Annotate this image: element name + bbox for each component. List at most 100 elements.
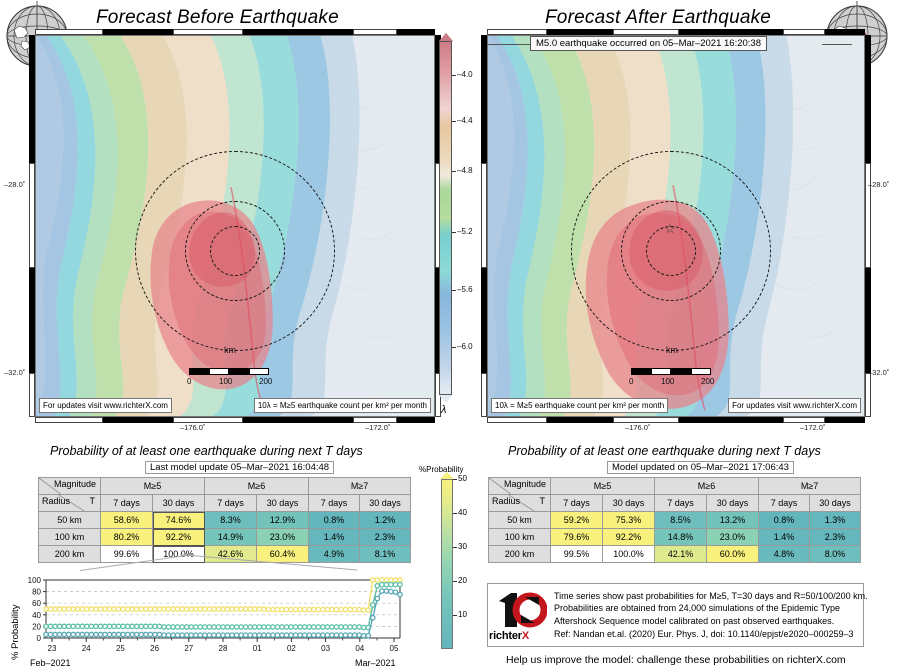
magnitude-m7-left: M≥7 bbox=[308, 477, 412, 495]
right-panel-title: Forecast After Earthquake bbox=[545, 7, 772, 28]
lambda-label-6-0: –6.0 bbox=[457, 342, 473, 351]
svg-text:23: 23 bbox=[48, 644, 57, 653]
lat-label-32-left: –32.0˚ bbox=[4, 368, 26, 377]
table-row[interactable]: 200 km 99.5% 100.0% 42.1% 60.0% 4.8% 8.0… bbox=[488, 545, 862, 563]
cell-left-2-1[interactable]: 100.0% bbox=[151, 545, 206, 563]
event-callout-line-right bbox=[822, 44, 852, 45]
cell-right-2-4[interactable]: 4.8% bbox=[758, 545, 811, 563]
cell-left-0-2[interactable]: 8.3% bbox=[204, 511, 258, 529]
cell-left-2-5[interactable]: 8.1% bbox=[359, 545, 412, 563]
svg-text:60: 60 bbox=[32, 599, 41, 608]
table-header-period-row-right: Radius T 7 days 30 days 7 days 30 days 7… bbox=[488, 494, 862, 512]
prob-colorbar-title: %Probability bbox=[419, 465, 464, 474]
timeseries-chart[interactable]: % Probability 0 20 40 60 80 100 23 24 25 26 27 28 01… bbox=[0, 570, 420, 672]
cell-left-0-3[interactable]: 12.9% bbox=[256, 511, 310, 529]
map-right-ticks-right bbox=[865, 35, 871, 417]
magnitude-m5-right: M≥5 bbox=[549, 477, 656, 495]
cell-right-2-5[interactable]: 8.0% bbox=[809, 545, 862, 563]
period-m5-7d-right: 7 days bbox=[550, 494, 603, 512]
cell-left-0-1[interactable]: 74.6% bbox=[151, 511, 206, 529]
lon-label-172-left: –172.0˚ bbox=[365, 423, 391, 432]
cell-left-1-3[interactable]: 23.0% bbox=[256, 528, 310, 546]
lambda-colorbar-arrow-bottom bbox=[439, 395, 453, 403]
cell-right-0-2[interactable]: 8.5% bbox=[654, 511, 708, 529]
cell-left-1-4[interactable]: 1.4% bbox=[308, 528, 361, 546]
prob-subtitle-right: Model updated on 05–Mar–2021 17:06:43 bbox=[607, 461, 794, 474]
cell-right-2-1[interactable]: 100.0% bbox=[601, 545, 656, 563]
corner-magnitude-left: Magnitude bbox=[38, 477, 101, 495]
cell-right-1-4[interactable]: 1.4% bbox=[758, 528, 811, 546]
svg-text:05: 05 bbox=[390, 644, 399, 653]
cell-left-1-5[interactable]: 2.3% bbox=[359, 528, 412, 546]
scale-unit-label-left: km bbox=[224, 345, 236, 355]
map-lambda-note-left: 10λ = M≥5 earthquake count per km² per m… bbox=[253, 398, 431, 413]
lambda-tick-4 bbox=[452, 232, 456, 233]
period-m7-7d-right: 7 days bbox=[758, 494, 811, 512]
radius-circle-200km-left bbox=[135, 151, 335, 351]
cell-left-2-4[interactable]: 4.9% bbox=[308, 545, 361, 563]
cell-right-1-5[interactable]: 2.3% bbox=[809, 528, 862, 546]
cell-left-0-4[interactable]: 0.8% bbox=[308, 511, 361, 529]
table-row[interactable]: 100 km 80.2% 92.2% 14.9% 23.0% 1.4% 2.3% bbox=[38, 528, 412, 546]
radius-circle-50km-left bbox=[210, 226, 260, 276]
lambda-colorbar-arrow-top bbox=[439, 33, 453, 41]
corner-radius-t-left: Radius T bbox=[38, 494, 101, 512]
prob-cb-label-10: 10 bbox=[458, 610, 467, 619]
radius-200km-right: 200 km bbox=[488, 545, 551, 563]
table-row[interactable]: 50 km 59.2% 75.3% 8.5% 13.2% 0.8% 1.3% bbox=[488, 511, 862, 529]
probability-table-before[interactable]: Magnitude M≥5 M≥6 M≥7 Radius T 7 days 30… bbox=[38, 477, 412, 563]
epicenter-star-icon: ☆ bbox=[664, 221, 676, 236]
cell-left-0-5[interactable]: 1.2% bbox=[359, 511, 412, 529]
svg-text:0: 0 bbox=[37, 634, 42, 643]
lambda-label-4-8: –4.8 bbox=[457, 166, 473, 175]
map-top-ticks-right bbox=[487, 29, 865, 35]
lon-label-172-right: –172.0˚ bbox=[800, 423, 826, 432]
scale-tick-100-right: 100 bbox=[661, 377, 675, 386]
lambda-label-4-4: –4.4 bbox=[457, 116, 473, 125]
cell-right-0-4[interactable]: 0.8% bbox=[758, 511, 811, 529]
cell-right-1-2[interactable]: 14.8% bbox=[654, 528, 708, 546]
corner-magnitude-label-right: Magnitude bbox=[503, 479, 546, 489]
info-line-2: Probabilities are obtained from 24,000 s… bbox=[554, 603, 840, 613]
cell-left-2-3[interactable]: 60.4% bbox=[256, 545, 310, 563]
radius-circle-100km-right bbox=[621, 201, 721, 301]
cell-right-1-1[interactable]: 92.2% bbox=[601, 528, 656, 546]
prob-title-right: Probability of at least one earthquake d… bbox=[508, 444, 821, 458]
map-after[interactable]: ☆ km 0 100 200 10λ = M≥5 earthquake coun… bbox=[481, 29, 871, 423]
cell-left-0-0[interactable]: 58.6% bbox=[100, 511, 153, 529]
table-row[interactable]: 200 km 99.6% 100.0% 42.6% 60.4% 4.9% 8.1… bbox=[38, 545, 412, 563]
cell-left-1-1[interactable]: 92.2% bbox=[151, 528, 206, 546]
cell-right-0-3[interactable]: 13.2% bbox=[706, 511, 760, 529]
timeseries-month-left: Feb–2021 bbox=[30, 658, 71, 668]
svg-text:28: 28 bbox=[219, 644, 228, 653]
footer-cta[interactable]: Help us improve the model: challenge the… bbox=[506, 654, 846, 666]
table-row[interactable]: 100 km 79.6% 92.2% 14.8% 23.0% 1.4% 2.3% bbox=[488, 528, 862, 546]
lambda-label-5-2: –5.2 bbox=[457, 227, 473, 236]
cell-right-2-0[interactable]: 99.5% bbox=[550, 545, 603, 563]
map-frame-right: ☆ km 0 100 200 10λ = M≥5 earthquake coun… bbox=[487, 35, 865, 417]
lat-label-28-right: –28.0˚ bbox=[868, 180, 890, 189]
map-credit-left[interactable]: For updates visit www.richterX.com bbox=[39, 398, 172, 413]
probability-table-after[interactable]: Magnitude M≥5 M≥6 M≥7 Radius T 7 days 30… bbox=[488, 477, 862, 563]
logo-word-accent: X bbox=[521, 630, 529, 642]
prob-colorbar bbox=[441, 479, 453, 649]
cell-right-2-2[interactable]: 42.1% bbox=[654, 545, 708, 563]
corner-radius-t-right: Radius T bbox=[488, 494, 551, 512]
prob-cb-label-20: 20 bbox=[458, 576, 467, 585]
info-line-4: Ref: Nandan et.al. (2020) Eur. Phys. J, … bbox=[554, 629, 854, 639]
cell-right-2-3[interactable]: 60.0% bbox=[706, 545, 760, 563]
cell-right-1-0[interactable]: 79.6% bbox=[550, 528, 603, 546]
cell-right-0-5[interactable]: 1.3% bbox=[809, 511, 862, 529]
cell-left-1-2[interactable]: 14.9% bbox=[204, 528, 258, 546]
svg-text:02: 02 bbox=[287, 644, 296, 653]
lambda-tick-3 bbox=[452, 171, 456, 172]
radius-circle-50km-right bbox=[646, 226, 696, 276]
map-credit-right[interactable]: For updates visit www.richterX.com bbox=[728, 398, 861, 413]
map-before[interactable]: km 0 100 200 For updates visit www.richt… bbox=[29, 29, 441, 423]
cell-left-1-0[interactable]: 80.2% bbox=[100, 528, 153, 546]
cell-right-0-1[interactable]: 75.3% bbox=[601, 511, 656, 529]
cell-right-1-3[interactable]: 23.0% bbox=[706, 528, 760, 546]
table-row[interactable]: 50 km 58.6% 74.6% 8.3% 12.9% 0.8% 1.2% bbox=[38, 511, 412, 529]
cell-right-0-0[interactable]: 59.2% bbox=[550, 511, 603, 529]
